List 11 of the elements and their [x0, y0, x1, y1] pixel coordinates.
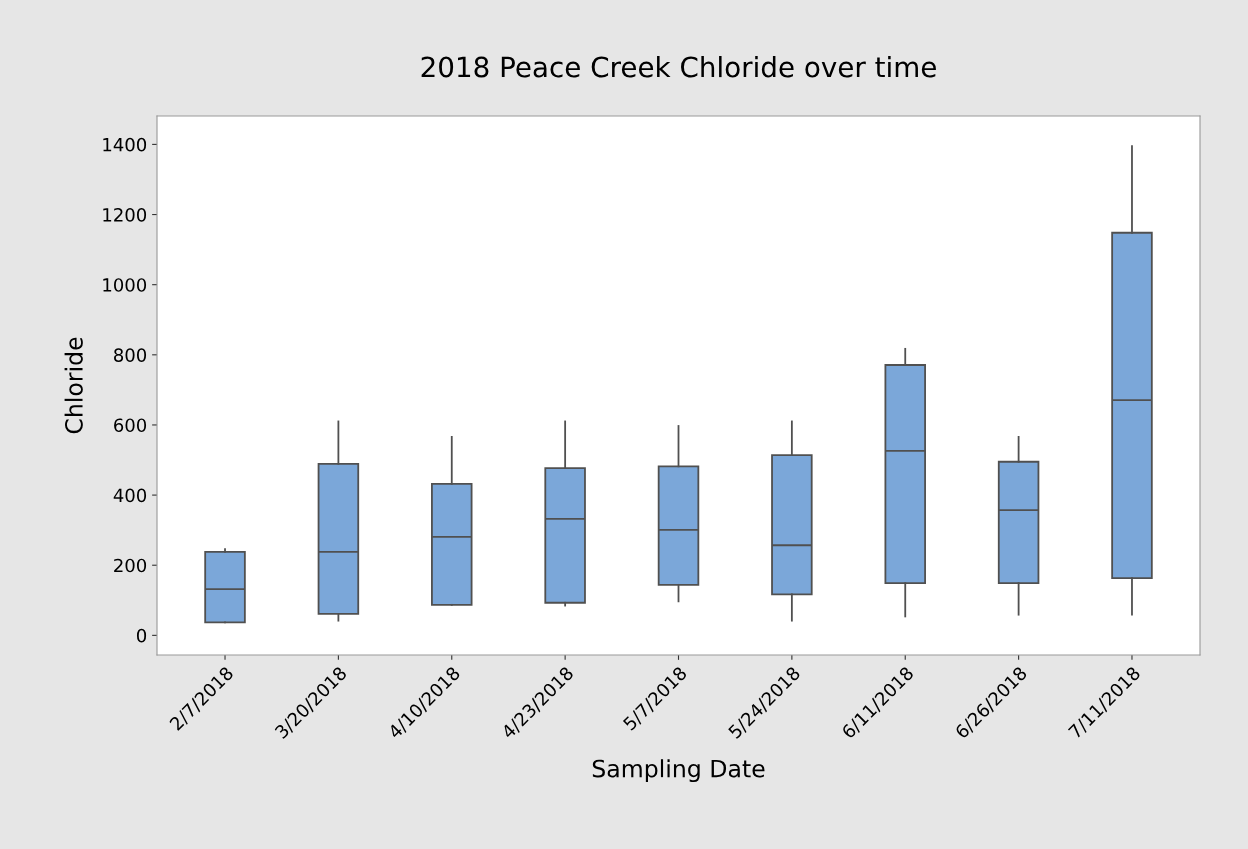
y-tick-label: 1400: [103, 137, 147, 152]
y-tick-label: 1200: [103, 208, 147, 222]
x-axis-title: Sampling Date: [592, 759, 765, 783]
chart-title: 2018 Peace Creek Chloride over time: [421, 56, 936, 78]
y-axis-title: Chloride: [64, 337, 83, 434]
y-tick-label: 1000: [103, 278, 147, 292]
y-tick-label: 800: [114, 348, 147, 362]
y-tick-label: 400: [113, 488, 147, 503]
y-tick-label: 600: [114, 418, 147, 433]
y-tick-label: 200: [114, 558, 147, 573]
y-tick-label: 0: [136, 628, 147, 643]
